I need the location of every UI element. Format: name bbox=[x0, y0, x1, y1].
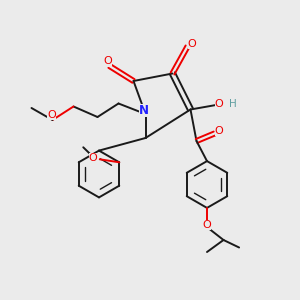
Text: O: O bbox=[103, 56, 112, 67]
Text: O: O bbox=[214, 99, 224, 110]
Text: O: O bbox=[47, 110, 56, 120]
Text: O: O bbox=[188, 38, 196, 49]
Text: H: H bbox=[229, 99, 236, 110]
Text: O: O bbox=[214, 125, 224, 136]
Text: N: N bbox=[139, 104, 149, 117]
Text: O: O bbox=[202, 220, 211, 230]
Text: O: O bbox=[89, 153, 98, 163]
